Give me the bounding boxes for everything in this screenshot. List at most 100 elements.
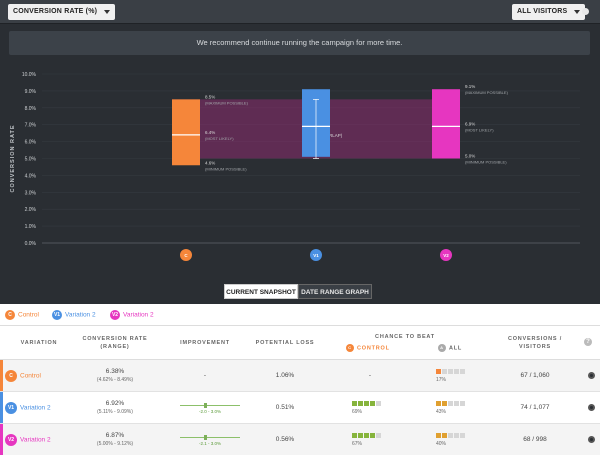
row-accent [0, 392, 3, 423]
y-tick-label: 1.0% [25, 224, 37, 230]
variation-legend: C Control V1 Variation 2 V2 Variation 2 [0, 304, 600, 326]
variation-label: Variation 2 [20, 404, 51, 412]
chance-all-value: 17% [436, 377, 447, 383]
value-label: 4.6% [205, 160, 215, 165]
col-rate-sub: (RANGE) [100, 344, 130, 350]
col-rate: CONVERSION RATE [82, 336, 148, 342]
potential-loss-value: 0.56% [275, 436, 295, 443]
chevron-down-icon [574, 10, 581, 14]
col-conversions: CONVERSIONS / [507, 336, 563, 342]
top-toolbar: CONVERSION RATE (%) ALL VISITORS [0, 0, 600, 24]
help-icon[interactable]: ? [584, 338, 592, 346]
improvement-value: -2.1 - 3.0% [198, 441, 221, 446]
improvement-marker [204, 403, 207, 408]
gear-icon[interactable] [588, 404, 595, 411]
overlap-label: (OVERLAP) [318, 133, 343, 138]
settings-icon[interactable] [582, 8, 589, 15]
table-row[interactable]: C Control 6.38% (4.62% - 8.49%) - 1.06% -… [0, 360, 600, 392]
gear-icon[interactable] [588, 436, 595, 443]
legend-badge: V2 [110, 310, 120, 320]
chance-control-value: 67% [352, 441, 363, 447]
potential-loss-value: 1.06% [275, 372, 295, 379]
table-row[interactable]: V2 Variation 2 6.87% (5.00% - 9.12%) -2.1… [0, 424, 600, 455]
value-sublabel: (MOST LIKELY) [205, 136, 234, 141]
category-label: C [184, 253, 188, 258]
potential-loss-value: 0.51% [275, 404, 295, 411]
chance-all-value: 43% [436, 409, 447, 415]
value-sublabel: (MINIMUM POSSIBLE) [465, 160, 507, 165]
legend-badge: V1 [52, 310, 62, 320]
variation-badge: V2 [5, 434, 17, 446]
col-chance-to-beat: CHANCE TO BEAT [375, 334, 435, 340]
value-label: 5.0% [465, 154, 475, 159]
variation-badge: V1 [5, 402, 17, 414]
rate-value: 6.38% [105, 368, 125, 375]
date-range-graph-tab[interactable]: DATE RANGE GRAPH [298, 284, 372, 299]
y-tick-label: 3.0% [25, 190, 37, 196]
y-tick-label: 8.0% [25, 106, 37, 112]
variation-label: Variation 2 [20, 436, 51, 444]
variation-name[interactable]: V1 Variation 2 [5, 402, 51, 414]
category-badge-c [180, 249, 192, 261]
y-axis-label: CONVERSION RATE [10, 124, 16, 192]
value-sublabel: (MOST LIKELY) [465, 127, 494, 132]
all-badge: A [438, 344, 446, 352]
value-label: 9.1% [465, 84, 475, 89]
current-snapshot-tab[interactable]: CURRENT SNAPSHOT [224, 284, 298, 299]
chance-all-value: 40% [436, 441, 447, 447]
chance-all-meter [436, 369, 466, 375]
control-badge: C [346, 344, 354, 352]
col-improvement: IMPROVEMENT [180, 340, 230, 346]
value-label: 6.9% [465, 121, 475, 126]
variation-badge: C [5, 370, 17, 382]
variation-name[interactable]: C Control [5, 370, 41, 382]
col-chance-all[interactable]: A ALL [438, 344, 478, 352]
gear-icon[interactable] [588, 372, 595, 379]
segment-dropdown[interactable]: ALL VISITORS [512, 4, 586, 20]
legend-label: Control [18, 311, 39, 319]
improvement-range-bar [180, 405, 240, 406]
range-bar-v2 [432, 89, 460, 159]
legend-badge: C [5, 310, 15, 320]
legend-item-control[interactable]: C Control [5, 310, 39, 321]
chance-control-meter [352, 433, 382, 439]
chance-control-value: - [368, 372, 372, 379]
range-bar-c [172, 99, 200, 166]
metric-dropdown-label: CONVERSION RATE (%) [13, 8, 98, 15]
value-label: 8.5% [205, 94, 215, 99]
row-accent [0, 360, 3, 391]
legend-label: Variation 2 [123, 311, 154, 319]
recommendation-banner: We recommend continue running the campai… [9, 31, 590, 55]
value-sublabel: (MAXIMUM POSSIBLE) [465, 90, 509, 95]
y-tick-label: 5.0% [25, 157, 37, 163]
value-label: 6.4% [205, 130, 215, 135]
chevron-down-icon [104, 10, 111, 14]
variation-label: Control [20, 372, 41, 380]
legend-item-variation-2[interactable]: V2 Variation 2 [110, 310, 154, 321]
conversions-value: 74 / 1,077 [520, 404, 550, 411]
y-tick-label: 6.0% [25, 140, 37, 146]
metric-dropdown[interactable]: CONVERSION RATE (%) [8, 4, 116, 20]
y-tick-label: 9.0% [25, 89, 37, 95]
improvement-marker [204, 435, 207, 440]
category-badge-v2 [440, 249, 452, 261]
category-label: V1 [313, 253, 319, 258]
value-sublabel: (MINIMUM POSSIBLE) [205, 166, 247, 171]
chance-all-meter [436, 433, 466, 439]
rate-value: 6.87% [105, 432, 125, 439]
rate-range: (4.62% - 8.49%) [96, 377, 134, 383]
table-row[interactable]: V1 Variation 2 6.92% (5.11% - 9.09%) -2.0… [0, 392, 600, 424]
legend-item-variation-1[interactable]: V1 Variation 2 [52, 310, 96, 321]
variation-name[interactable]: V2 Variation 2 [5, 434, 51, 446]
chance-all-meter [436, 401, 466, 407]
y-tick-label: 7.0% [25, 123, 37, 129]
segment-dropdown-label: ALL VISITORS [517, 8, 568, 15]
col-visitors: VISITORS [519, 344, 551, 350]
col-chance-control[interactable]: C CONTROL [346, 344, 406, 352]
category-badge-v1 [310, 249, 322, 261]
table-header: VARIATION CONVERSION RATE (RANGE) IMPROV… [0, 326, 600, 360]
legend-label: Variation 2 [65, 311, 96, 319]
y-tick-label: 10.0% [22, 72, 37, 78]
chance-control-value: 69% [352, 409, 363, 415]
rate-value: 6.92% [105, 400, 125, 407]
